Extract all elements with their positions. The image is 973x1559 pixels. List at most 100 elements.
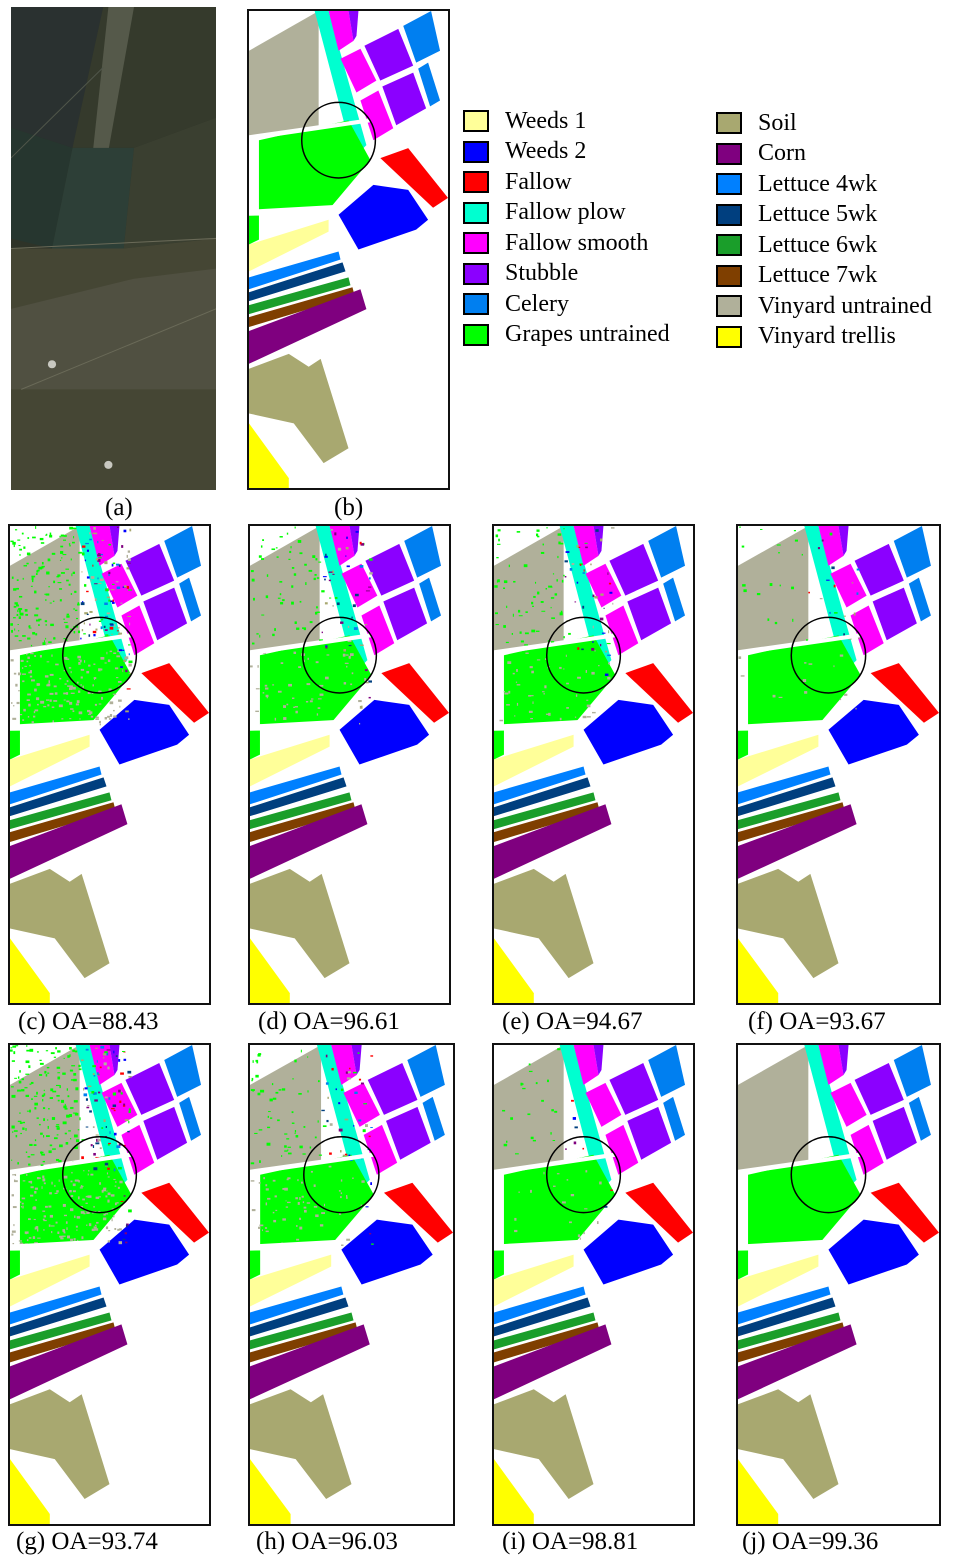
noise-pixel: [346, 1077, 351, 1080]
noise-pixel: [128, 718, 130, 720]
noise-pixel: [540, 601, 544, 603]
noise-pixel: [64, 683, 67, 685]
noise-pixel: [328, 579, 331, 582]
noise-pixel: [59, 1085, 61, 1089]
region-stubble: [348, 11, 359, 41]
noise-pixel: [34, 562, 37, 564]
noise-pixel: [67, 685, 71, 687]
noise-pixel: [354, 593, 359, 597]
noise-pixel: [19, 1070, 21, 1073]
noise-pixel: [352, 1071, 357, 1074]
noise-pixel: [564, 575, 567, 578]
field-gap: [738, 1239, 829, 1251]
noise-pixel: [53, 1056, 57, 1058]
noise-pixel: [808, 591, 810, 594]
noise-pixel: [65, 1141, 69, 1145]
noise-pixel: [112, 562, 116, 565]
noise-pixel: [324, 555, 328, 558]
noise-pixel: [594, 596, 598, 599]
noise-pixel: [303, 1209, 307, 1213]
legend-label: Grapes untrained: [505, 321, 670, 347]
noise-pixel: [92, 1065, 97, 1068]
noise-pixel: [286, 1138, 290, 1140]
noise-pixel: [17, 1076, 20, 1079]
noise-pixel: [128, 1120, 130, 1124]
noise-pixel: [72, 686, 76, 690]
region-lettuce-7wk: [738, 802, 845, 843]
noise-pixel: [769, 583, 773, 587]
noise-pixel: [36, 683, 40, 686]
noise-pixel: [91, 1228, 95, 1232]
region-grapes-untrained: [10, 1249, 20, 1280]
noise-pixel: [27, 1156, 31, 1158]
noise-pixel: [282, 1218, 286, 1221]
noise-pixel: [360, 1082, 364, 1085]
noise-pixel: [42, 1099, 44, 1102]
noise-pixel: [559, 612, 563, 616]
legend-label: Vinyard untrained: [758, 292, 932, 319]
noise-pixel: [41, 565, 45, 568]
noise-pixel: [56, 1066, 61, 1069]
noise-pixel: [355, 531, 359, 533]
noise-pixel: [42, 1107, 46, 1110]
noise-pixel: [299, 1197, 301, 1200]
region-celery: [404, 526, 442, 578]
noise-pixel: [564, 560, 568, 563]
noise-pixel: [125, 710, 129, 713]
noise-pixel: [268, 1111, 271, 1113]
noise-pixel: [53, 580, 56, 584]
noise-pixel: [804, 662, 807, 664]
region-fallow-smooth: [830, 563, 867, 608]
noise-pixel: [105, 634, 109, 636]
noise-pixel: [18, 595, 23, 598]
noise-pixel: [71, 573, 73, 577]
noise-pixel: [104, 1162, 109, 1166]
noise-pixel: [10, 1047, 13, 1049]
noise-pixel: [53, 700, 58, 702]
noise-pixel: [508, 564, 510, 568]
noise-pixel: [329, 597, 332, 599]
noise-pixel: [106, 1049, 111, 1051]
noise-pixel: [516, 684, 521, 686]
legend-item: Lettuce 5wk: [716, 201, 877, 228]
noise-pixel: [115, 581, 119, 583]
noise-pixel: [18, 607, 23, 611]
noise-pixel: [65, 1221, 68, 1224]
noise-pixel: [307, 1056, 309, 1058]
noise-pixel: [92, 1145, 95, 1148]
noise-pixel: [114, 667, 119, 670]
field-gap: [250, 719, 340, 731]
noise-pixel: [56, 1124, 60, 1126]
noise-pixel: [72, 710, 75, 713]
noise-pixel: [103, 1187, 107, 1190]
noise-pixel: [531, 601, 534, 605]
region-stubble: [143, 587, 188, 641]
region-grapes-untrained: [258, 120, 371, 210]
noise-pixel: [503, 690, 505, 693]
noise-pixel: [71, 1065, 76, 1067]
noise-pixel: [85, 1048, 89, 1051]
noise-pixel: [76, 700, 80, 703]
legend-swatch: [716, 173, 742, 195]
noise-pixel: [101, 539, 104, 542]
noise-pixel: [28, 703, 31, 707]
noise-pixel: [96, 1221, 99, 1224]
noise-pixel: [584, 542, 588, 544]
noise-pixel: [272, 1211, 275, 1214]
legend-label: Lettuce 6wk: [758, 231, 878, 258]
noise-pixel: [86, 1224, 88, 1226]
noise-pixel: [95, 1047, 98, 1049]
noise-pixel: [69, 1189, 72, 1193]
noise-pixel: [22, 680, 25, 683]
noise-pixel: [569, 568, 573, 571]
noise-pixel: [123, 1103, 126, 1106]
noise-pixel: [293, 651, 297, 654]
noise-pixel: [319, 684, 324, 687]
noise-pixel: [72, 1190, 76, 1193]
noise-pixel: [93, 1092, 95, 1095]
region-grapes-untrained: [494, 1249, 504, 1280]
noise-pixel: [303, 1126, 306, 1128]
noise-pixel: [55, 663, 59, 666]
noise-pixel: [325, 1082, 329, 1085]
noise-pixel: [559, 542, 564, 545]
